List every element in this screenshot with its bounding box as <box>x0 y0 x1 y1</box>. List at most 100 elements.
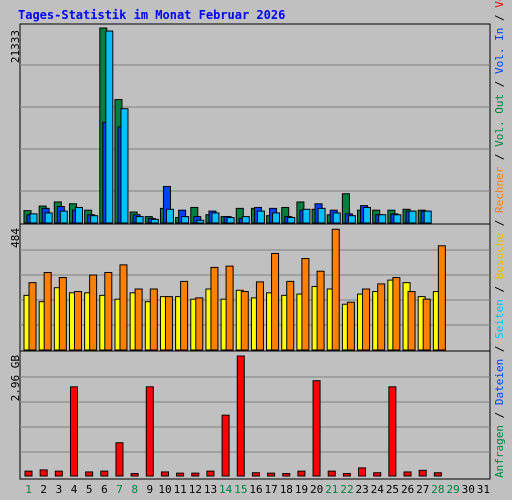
bar-volumen-day-20 <box>312 380 321 477</box>
legend-segment: Anfragen <box>493 425 506 478</box>
bar-rechner-day-27 <box>422 298 431 351</box>
x-tick-label-day-20: 20 <box>310 483 323 496</box>
chart-title: Tages-Statistik im Monat Februar 2026 <box>18 8 285 22</box>
x-tick-label-day-3: 3 <box>56 483 63 496</box>
x-tick-label-day-23: 23 <box>356 483 369 496</box>
bar-seiten-day-16 <box>256 210 265 224</box>
bar-seiten-day-8 <box>135 216 144 224</box>
bar-rechner-day-17 <box>271 252 280 351</box>
panel-frame-1 <box>19 23 491 225</box>
bar-volumen-day-13 <box>206 470 215 477</box>
bar-seiten-day-26 <box>408 210 417 224</box>
bar-rechner-day-21 <box>331 228 340 351</box>
legend-segment: Dateien <box>493 359 506 405</box>
bar-volumen-day-25 <box>388 386 397 477</box>
bar-seiten-day-24 <box>378 214 387 224</box>
legend-segment: / <box>493 8 506 28</box>
x-tick-label-day-12: 12 <box>189 483 202 496</box>
bar-seiten-day-13 <box>211 212 220 224</box>
x-tick-label-day-13: 13 <box>204 483 217 496</box>
bar-volumen-day-4 <box>69 386 78 477</box>
bar-volumen-day-5 <box>85 471 94 477</box>
panel-frame-3 <box>19 350 491 480</box>
legend-segment: / <box>493 405 506 425</box>
bar-seiten-day-11 <box>181 216 190 224</box>
bar-rechner-day-24 <box>377 283 386 351</box>
bar-volumen-day-1 <box>24 470 33 477</box>
legend-segment: / <box>493 279 506 299</box>
legend-segment: / <box>493 339 506 359</box>
bar-volumen-day-10 <box>160 471 169 477</box>
bar-seiten-day-20 <box>317 207 326 224</box>
bar-rechner-day-20 <box>316 270 325 351</box>
bar-volumen-day-2 <box>39 469 48 477</box>
x-tick-label-day-1: 1 <box>25 483 32 496</box>
bar-volumen-day-9 <box>145 386 154 477</box>
bar-rechner-day-10 <box>164 296 173 351</box>
bar-rechner-day-13 <box>210 266 219 351</box>
x-tick-label-day-9: 9 <box>147 483 154 496</box>
y-max-label-top: 21333 <box>9 30 22 63</box>
x-tick-label-day-21: 21 <box>325 483 338 496</box>
bar-seiten-day-18 <box>287 217 296 224</box>
legend-segment: / <box>493 147 506 167</box>
x-tick-label-day-7: 7 <box>116 483 123 496</box>
bar-seiten-day-9 <box>150 218 159 224</box>
y-max-label-bottom: 2.96 GB <box>9 355 22 402</box>
bar-seiten-day-23 <box>363 206 372 224</box>
x-tick-label-day-17: 17 <box>265 483 278 496</box>
x-tick-label-day-11: 11 <box>174 483 187 496</box>
bar-volumen-day-18 <box>282 473 291 477</box>
x-tick-label-day-19: 19 <box>295 483 308 496</box>
bar-seiten-day-10 <box>165 208 174 224</box>
bar-rechner-day-3 <box>58 277 67 351</box>
bar-rechner-day-9 <box>149 288 158 351</box>
x-tick-label-day-26: 26 <box>401 483 414 496</box>
bar-rechner-day-28 <box>437 245 446 351</box>
bar-seiten-day-14 <box>226 217 235 224</box>
bar-rechner-day-7 <box>119 264 128 351</box>
bar-volumen-day-28 <box>433 472 442 477</box>
bar-volumen-day-17 <box>267 472 276 477</box>
bar-volumen-day-23 <box>358 467 367 477</box>
bar-volumen-day-22 <box>342 473 351 477</box>
bar-seiten-day-3 <box>59 210 68 224</box>
x-tick-label-day-2: 2 <box>40 483 47 496</box>
bar-rechner-day-15 <box>240 291 249 351</box>
y-max-label-middle: 484 <box>9 228 22 248</box>
bar-volumen-day-12 <box>191 472 200 477</box>
bar-rechner-day-2 <box>43 271 52 351</box>
bar-volumen-day-11 <box>176 472 185 477</box>
x-tick-label-day-15: 15 <box>234 483 247 496</box>
bar-seiten-day-21 <box>332 212 341 224</box>
legend-segment: / <box>493 213 506 233</box>
bar-rechner-day-5 <box>89 274 98 351</box>
bar-seiten-day-6 <box>105 30 114 224</box>
bar-seiten-day-15 <box>241 216 250 224</box>
bar-volumen-day-8 <box>130 473 139 477</box>
bar-volumen-day-24 <box>373 472 382 477</box>
legend-segment: Rechner <box>493 166 506 213</box>
x-tick-label-day-25: 25 <box>386 483 399 496</box>
x-tick-label-day-6: 6 <box>101 483 108 496</box>
bar-volumen-day-21 <box>327 470 336 477</box>
x-tick-label-day-8: 8 <box>131 483 138 496</box>
x-tick-label-day-14: 14 <box>219 483 233 496</box>
x-tick-label-day-27: 27 <box>416 483 429 496</box>
bar-rechner-day-23 <box>362 288 371 351</box>
bar-seiten-day-12 <box>196 219 205 224</box>
bar-volumen-day-19 <box>297 470 306 477</box>
bar-volumen-day-15 <box>236 355 245 477</box>
x-tick-label-day-4: 4 <box>71 483 78 496</box>
bar-rechner-day-22 <box>346 301 355 351</box>
bar-seiten-day-25 <box>393 214 402 224</box>
bar-seiten-day-4 <box>74 206 83 224</box>
bar-rechner-day-18 <box>286 280 295 351</box>
bar-volumen-day-26 <box>403 471 412 477</box>
x-tick-label-day-22: 22 <box>340 483 353 496</box>
x-tick-label-day-24: 24 <box>371 483 385 496</box>
x-tick-label-day-30: 30 <box>462 483 475 496</box>
x-tick-label-day-28: 28 <box>431 483 444 496</box>
legend-segment: Vol. Out <box>493 94 506 147</box>
